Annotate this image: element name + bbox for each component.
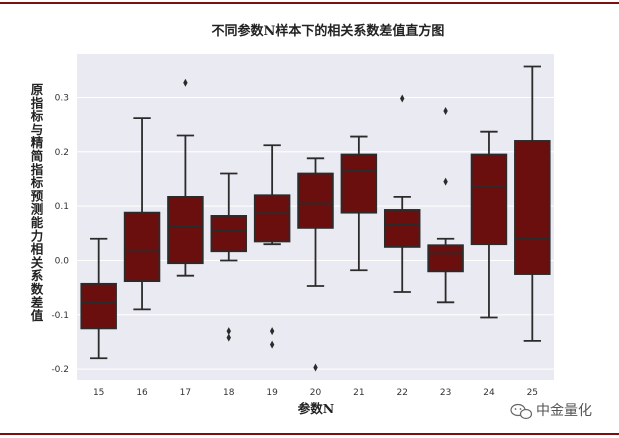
y-tick-label: 0.1 (55, 202, 69, 212)
iqr-box (167, 195, 204, 265)
y-axis-label-char: 力 (31, 228, 44, 243)
watermark: 中金量化 (510, 403, 592, 420)
box-17 (167, 78, 204, 277)
outlier-point (183, 78, 188, 87)
x-tick-label: 25 (527, 388, 538, 398)
x-tick-label: 16 (136, 388, 148, 398)
y-tick-label: -0.2 (51, 365, 69, 375)
y-axis-label-char: 精 (31, 135, 44, 150)
y-tick-label: 0.0 (55, 256, 70, 266)
x-tick-label: 19 (266, 388, 278, 398)
y-axis-label-char: 指 (31, 162, 44, 177)
x-tick-label: 20 (310, 388, 322, 398)
x-tick-label: 21 (353, 388, 364, 398)
x-tick-labels: 15 16 17 18 19 20 21 22 23 24 25 (93, 388, 538, 398)
box-15 (80, 237, 117, 360)
x-tick-label: 24 (483, 388, 495, 398)
y-axis-label-char: 原 (31, 82, 44, 97)
outlier-point (226, 327, 231, 336)
box-16 (123, 117, 161, 311)
y-axis-label-char: 标 (30, 175, 44, 190)
iqr-box (123, 211, 161, 283)
bottom-border (0, 433, 619, 435)
y-axis-label-char: 标 (30, 109, 44, 124)
boxes (80, 65, 551, 372)
y-axis-label-char: 关 (31, 255, 44, 270)
y-axis-label-char: 差 (30, 295, 44, 310)
box-25 (514, 65, 551, 342)
top-border (0, 2, 619, 4)
y-axis-label-char: 预 (31, 188, 44, 203)
x-axis-label: 参数N (298, 401, 334, 416)
x-tick-label: 23 (440, 388, 451, 398)
outlier-point (443, 107, 448, 116)
y-axis-label-char: 简 (31, 149, 44, 164)
box-18 (210, 172, 248, 342)
box-19 (253, 144, 291, 349)
box-21 (340, 135, 378, 272)
y-axis-label-char: 测 (31, 202, 44, 217)
box-22 (383, 94, 421, 293)
y-axis-label-char: 值 (31, 308, 44, 323)
outlier-point (313, 363, 318, 372)
y-tick-label: -0.1 (51, 311, 69, 321)
y-axis-label-char: 指 (31, 95, 44, 110)
y-tick-labels: -0.2 -0.1 0.0 0.1 0.2 0.3 (51, 93, 69, 375)
y-tick-label: 0.3 (55, 93, 69, 103)
outlier-point (443, 177, 448, 186)
outlier-point (269, 327, 275, 336)
outlier-point (269, 340, 275, 349)
box-24 (470, 130, 508, 319)
y-axis-label-char: 与 (31, 122, 44, 137)
iqr-box (470, 153, 508, 246)
iqr-box (297, 172, 334, 229)
y-axis-label-char: 能 (31, 215, 44, 230)
x-tick-label: 18 (223, 388, 235, 398)
x-tick-label: 17 (180, 388, 191, 398)
y-axis-label-char: 数 (30, 282, 44, 297)
box-20 (297, 157, 334, 372)
iqr-box (383, 209, 421, 248)
y-tick-label: 0.2 (55, 148, 69, 158)
outlier-point (226, 333, 231, 342)
outlier-point (400, 94, 405, 103)
y-axis-label-char: 系 (31, 268, 44, 283)
iqr-box (210, 215, 248, 253)
wechat-icon (510, 403, 533, 420)
y-axis-label-char: 相 (31, 242, 44, 257)
chart-title: 不同参数N样本下的相关系数差值直方图 (212, 23, 445, 39)
watermark-text: 中金量化 (536, 403, 592, 419)
iqr-box (340, 153, 378, 214)
x-tick-label: 22 (397, 388, 408, 398)
iqr-box (514, 140, 551, 275)
box-23 (427, 107, 464, 304)
iqr-box (427, 244, 464, 273)
iqr-box (253, 194, 291, 243)
x-tick-label: 15 (93, 388, 104, 398)
iqr-box (80, 282, 117, 330)
